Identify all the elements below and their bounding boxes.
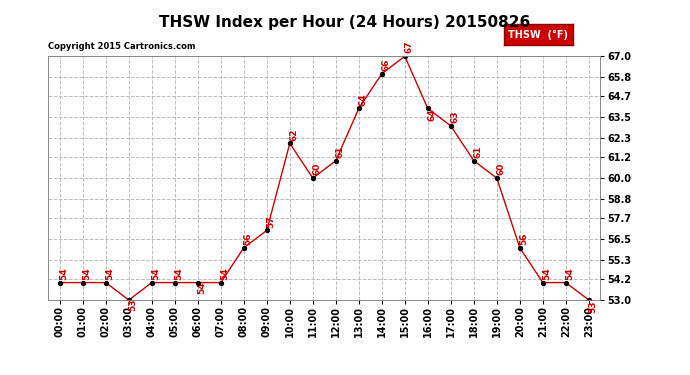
Point <box>77 280 88 286</box>
Point <box>331 158 342 164</box>
Text: 66: 66 <box>382 58 391 71</box>
Point <box>583 297 594 303</box>
Point <box>469 158 480 164</box>
Text: THSW  (°F): THSW (°F) <box>509 30 568 40</box>
Text: 63: 63 <box>451 111 460 123</box>
Text: 54: 54 <box>83 267 92 280</box>
Text: 61: 61 <box>473 146 482 158</box>
Point <box>353 105 364 111</box>
Point <box>169 280 180 286</box>
Text: 56: 56 <box>244 232 253 245</box>
Text: 60: 60 <box>313 163 322 176</box>
Point <box>307 175 318 181</box>
Text: 64: 64 <box>359 93 368 106</box>
Text: 53: 53 <box>589 300 598 312</box>
Text: 57: 57 <box>266 215 275 228</box>
Point <box>514 245 525 251</box>
Text: 54: 54 <box>221 267 230 280</box>
Text: 62: 62 <box>290 128 299 141</box>
Point <box>400 53 411 59</box>
Point <box>491 175 502 181</box>
Text: 54: 54 <box>59 267 68 280</box>
Point <box>124 297 135 303</box>
Text: 54: 54 <box>197 281 206 294</box>
Text: 53: 53 <box>128 298 137 311</box>
Text: 60: 60 <box>497 163 506 176</box>
Point <box>100 280 111 286</box>
Text: 54: 54 <box>542 267 551 280</box>
Point <box>284 140 295 146</box>
Text: THSW Index per Hour (24 Hours) 20150826: THSW Index per Hour (24 Hours) 20150826 <box>159 15 531 30</box>
Text: 54: 54 <box>175 267 184 280</box>
Point <box>560 280 571 286</box>
Text: 64: 64 <box>428 108 437 121</box>
Point <box>55 280 66 286</box>
Text: 54: 54 <box>106 267 115 280</box>
Text: 61: 61 <box>335 146 344 158</box>
Text: 54: 54 <box>152 267 161 280</box>
Text: 67: 67 <box>404 41 413 54</box>
Point <box>215 280 226 286</box>
Point <box>376 70 387 76</box>
Point <box>262 227 273 233</box>
Text: 54: 54 <box>566 267 575 280</box>
Point <box>193 280 204 286</box>
Text: 56: 56 <box>520 232 529 245</box>
Point <box>422 105 433 111</box>
Point <box>238 245 249 251</box>
Point <box>445 123 456 129</box>
Point <box>538 280 549 286</box>
Point <box>146 280 157 286</box>
Text: Copyright 2015 Cartronics.com: Copyright 2015 Cartronics.com <box>48 42 196 51</box>
